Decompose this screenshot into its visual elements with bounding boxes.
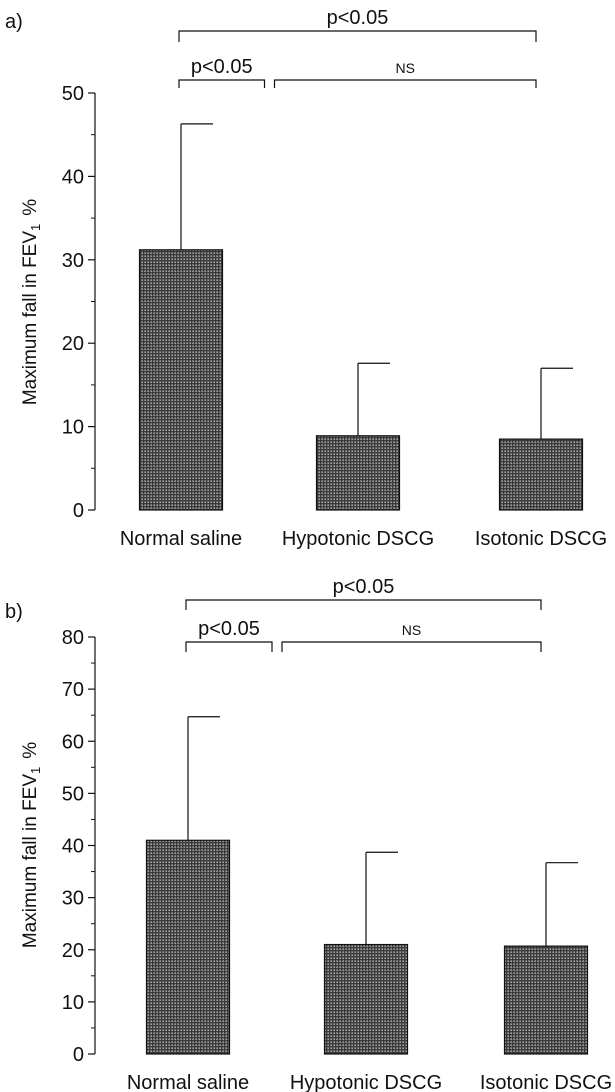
- chart-panel-b: b) 0 10 20 30 40 50 60 70 80 Maximum fall in FEV1%…: [5, 576, 612, 1092]
- chart-panel-a: a) 0 10 20 30 40 50 Maximum fall in FEV1% Normal…: [5, 7, 607, 550]
- significance-label: p<0.05: [191, 56, 253, 78]
- y-tick-label: 70: [62, 679, 84, 701]
- y-tick-label: 30: [62, 250, 84, 272]
- significance-label: p<0.05: [198, 618, 260, 640]
- panel-label: b): [5, 601, 23, 623]
- y-tick-label: 60: [62, 731, 84, 753]
- significance-label: NS: [402, 622, 421, 638]
- significance-bracket: [185, 641, 273, 652]
- significance-bracket: [281, 641, 542, 652]
- bar: [323, 943, 409, 1055]
- y-tick-label: 40: [62, 836, 84, 858]
- y-tick-label: 50: [62, 83, 84, 105]
- y-tick-label: 80: [62, 627, 84, 649]
- y-tick-label: 40: [62, 166, 84, 188]
- y-tick-label: 30: [62, 888, 84, 910]
- y-tick-label: 0: [73, 1044, 84, 1066]
- y-axis-label-main: Maximum fall in FEV: [20, 231, 41, 406]
- y-tick-label: 50: [62, 783, 84, 805]
- category-label: Normal saline: [127, 1072, 249, 1092]
- significance-label: p<0.05: [327, 7, 389, 29]
- y-axis-label-unit: %: [20, 199, 41, 216]
- panel-label: a): [5, 11, 23, 33]
- significance-label: NS: [396, 60, 415, 76]
- significance-bracket: [185, 599, 542, 610]
- y-axis-label-unit: %: [20, 742, 41, 759]
- y-tick-label: 10: [62, 992, 84, 1014]
- significance-bracket: [273, 79, 537, 88]
- category-label: Hypotonic DSCG: [290, 1072, 442, 1092]
- category-label: Isotonic DSCG: [480, 1072, 612, 1092]
- y-tick-label: 20: [62, 940, 84, 962]
- bar: [315, 435, 401, 511]
- y-axis-label-main: Maximum fall in FEV: [20, 774, 41, 949]
- y-tick-label: 10: [62, 417, 84, 439]
- y-axis-label: Maximum fall in FEV1%: [20, 742, 43, 948]
- significance-bracket: [178, 30, 537, 42]
- significance-bracket: [178, 79, 266, 88]
- bar: [145, 839, 231, 1055]
- y-tick-label: 20: [62, 333, 84, 355]
- bar: [503, 945, 589, 1055]
- category-label: Isotonic DSCG: [475, 528, 607, 550]
- y-tick-label: 0: [73, 500, 84, 522]
- bar: [138, 249, 224, 511]
- y-axis-label: Maximum fall in FEV1%: [20, 199, 43, 405]
- y-axis-label-subscript: 1: [28, 767, 43, 774]
- category-label: Hypotonic DSCG: [282, 528, 434, 550]
- y-axis-label-subscript: 1: [28, 224, 43, 231]
- bar: [498, 438, 584, 511]
- significance-label: p<0.05: [333, 576, 395, 598]
- category-label: Normal saline: [120, 528, 242, 550]
